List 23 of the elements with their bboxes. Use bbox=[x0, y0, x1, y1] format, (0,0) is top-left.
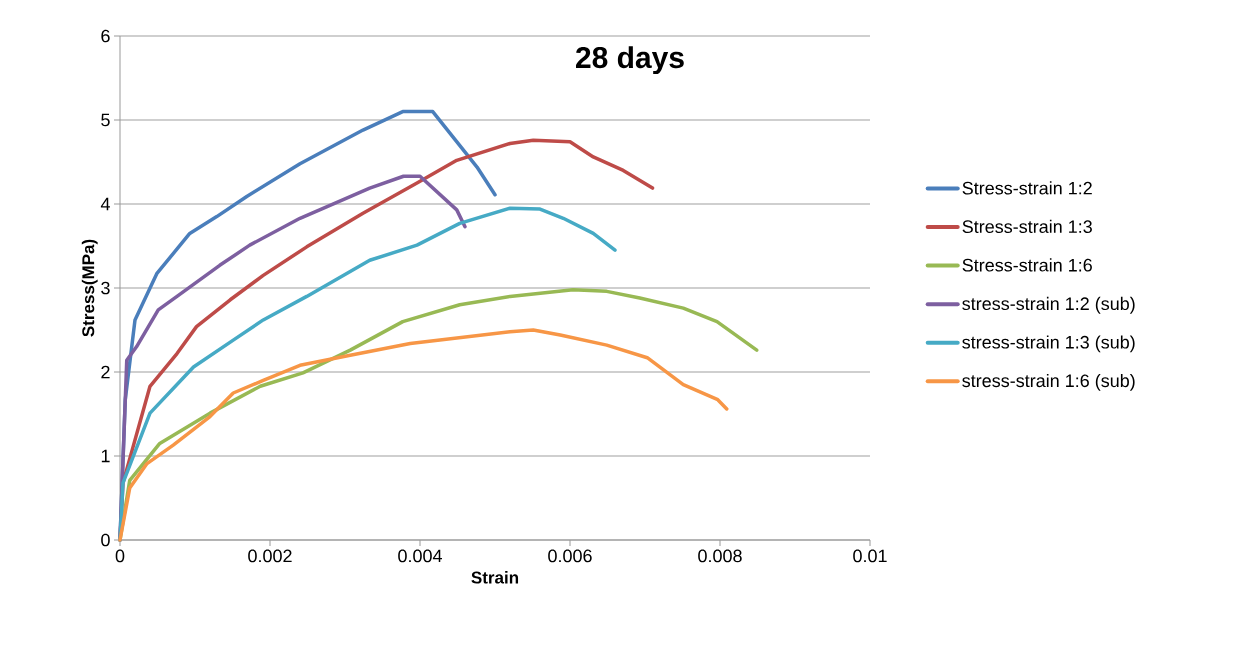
x-tick-label: 0.006 bbox=[548, 549, 592, 563]
legend-label: Stress-strain 1:6 bbox=[962, 258, 1092, 272]
x-tick-label: 0 bbox=[115, 549, 125, 563]
y-tick-label: 1 bbox=[101, 449, 110, 463]
x-axis-title: Strain bbox=[471, 571, 519, 584]
x-tick-label: 0.002 bbox=[248, 549, 292, 563]
line-series bbox=[118, 328, 729, 542]
legend-label: stress-strain 1:3 (sub) bbox=[962, 335, 1135, 353]
y-tick-label: 4 bbox=[100, 197, 110, 211]
chart-title: 28 days bbox=[576, 46, 684, 75]
y-tick-label: 0 bbox=[101, 533, 110, 547]
y-tick-label: 6 bbox=[101, 29, 110, 43]
x-tick-label: 0.01 bbox=[853, 549, 887, 563]
x-tick-label: 0.008 bbox=[698, 549, 742, 563]
legend-label: Stress-strain 1:2 bbox=[962, 181, 1092, 195]
y-tick-label: 5 bbox=[101, 113, 110, 127]
y-axis-title: Stress(MPa) bbox=[81, 239, 98, 337]
legend-label: Stress-strain 1:3 bbox=[962, 219, 1092, 234]
y-tick-label: 2 bbox=[101, 365, 110, 379]
x-tick-label: 0.004 bbox=[398, 549, 442, 563]
legend-label: stress-strain 1:2 (sub) bbox=[962, 296, 1135, 314]
legend-label: stress-strain 1:6 (sub) bbox=[962, 373, 1135, 391]
y-tick-label: 3 bbox=[101, 281, 110, 295]
